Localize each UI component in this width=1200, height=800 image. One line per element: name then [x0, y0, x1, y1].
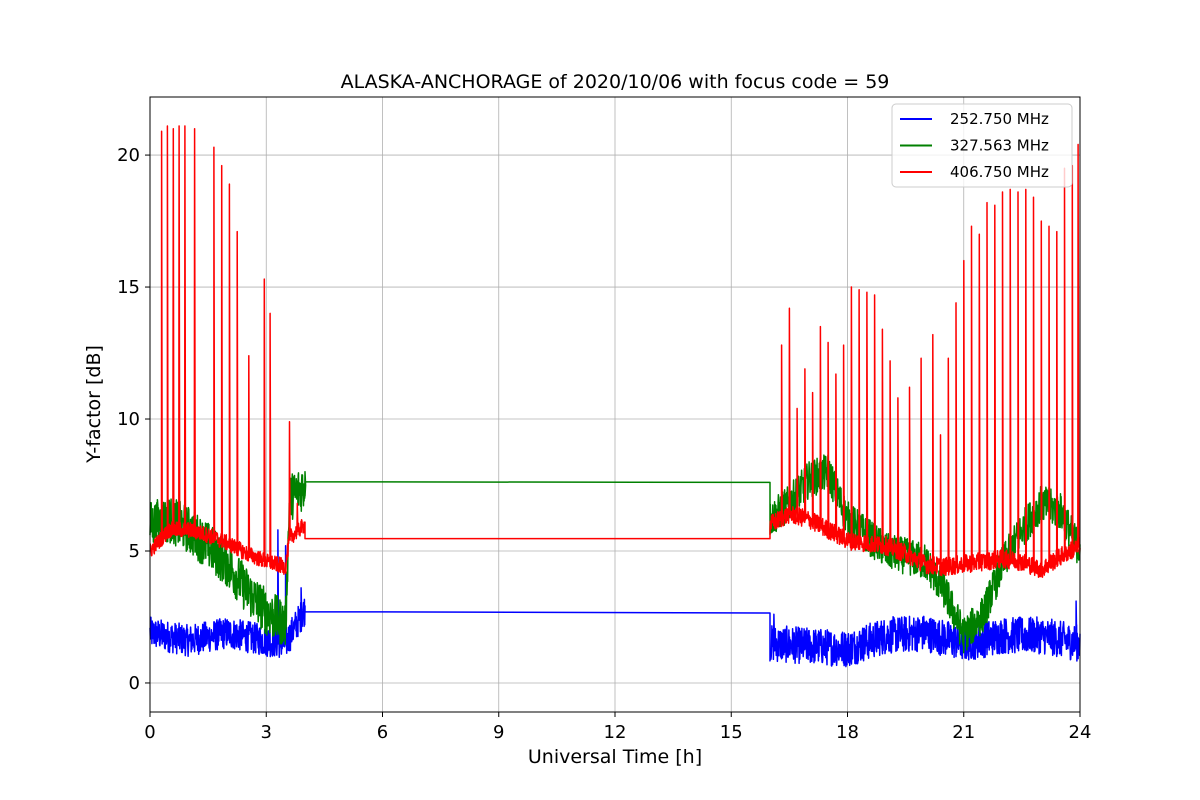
axis-ticks: 0 3 6 9 12 15 18 21 24 0 5 10 15 20	[117, 145, 1091, 743]
x-tick-label: 0	[144, 722, 155, 743]
x-axis-label: Universal Time [h]	[528, 746, 702, 768]
y-tick-label: 0	[129, 673, 140, 694]
x-tick-label: 9	[493, 722, 504, 743]
x-tick-label: 6	[377, 722, 388, 743]
series-line	[149, 125, 1081, 578]
series-lines	[149, 125, 1081, 668]
series-line	[149, 529, 1081, 668]
legend-box	[891, 103, 1073, 188]
x-tick-label: 21	[952, 722, 975, 743]
x-tick-label: 3	[261, 722, 272, 743]
y-tick-label: 15	[117, 277, 140, 298]
legend-label: 406.750 MHz	[950, 163, 1049, 181]
x-tick-label: 15	[720, 722, 743, 743]
legend: 252.750 MHz 327.563 MHz 406.750 MHz	[891, 103, 1073, 188]
x-tick-label: 24	[1069, 722, 1092, 743]
x-tick-label: 18	[836, 722, 859, 743]
chart-title: ALASKA-ANCHORAGE of 2020/10/06 with focu…	[341, 71, 890, 93]
y-tick-label: 20	[117, 145, 140, 166]
x-tick-label: 12	[604, 722, 627, 743]
y-axis-label: Y-factor [dB]	[83, 345, 105, 464]
y-tick-label: 10	[117, 409, 140, 430]
legend-label: 252.750 MHz	[950, 110, 1049, 128]
y-tick-label: 5	[129, 541, 140, 562]
legend-label: 327.563 MHz	[950, 137, 1049, 155]
